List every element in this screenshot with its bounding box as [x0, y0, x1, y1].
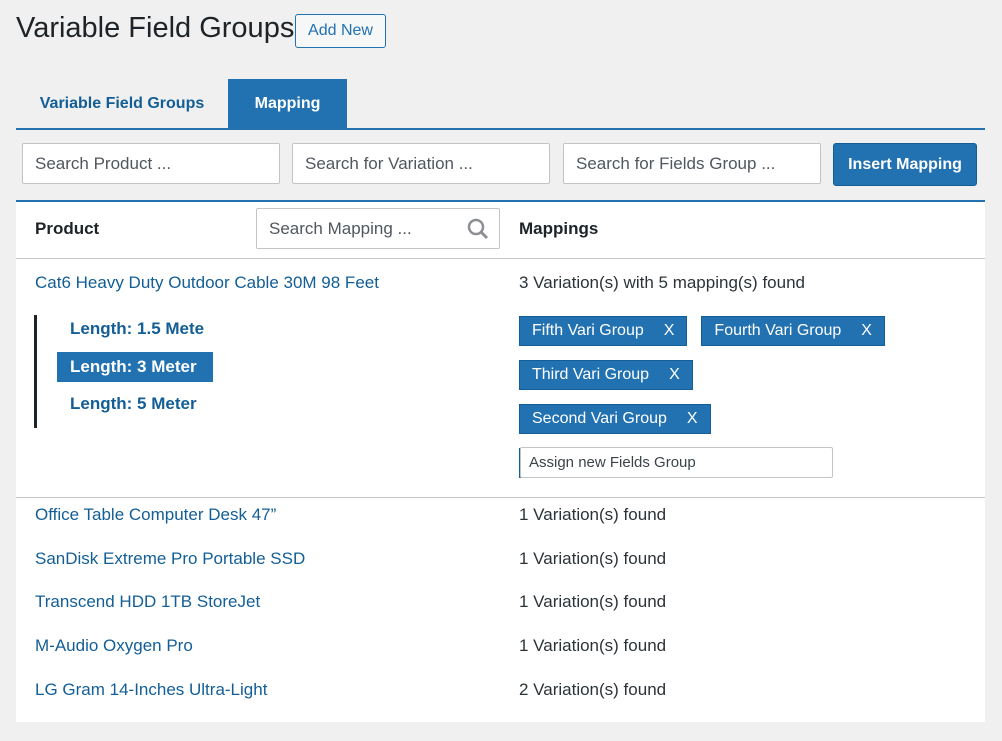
variation-bar	[34, 315, 37, 428]
product-link[interactable]: Transcend HDD 1TB StoreJet	[35, 592, 261, 612]
divider	[16, 258, 985, 259]
variation-selected[interactable]: Length: 3 Meter	[57, 352, 213, 382]
mapping-tag: Fourth Vari Group X	[701, 316, 885, 346]
variation[interactable]: Length: 1.5 Mete	[70, 319, 205, 338]
tab-active[interactable]: Mapping	[228, 79, 347, 128]
column-header: Product	[35, 219, 100, 238]
column-header: Mappings	[519, 219, 599, 238]
add-new-button[interactable]: Add New	[295, 14, 386, 48]
mapping-summary: 2 Variation(s) found	[519, 679, 667, 699]
search-mapping-placeholder: Search Mapping ...	[269, 218, 412, 238]
tag-remove[interactable]: X	[669, 366, 680, 383]
tag-label: Fourth Vari Group	[714, 322, 842, 339]
mapping-tag: Third Vari Group X	[519, 360, 693, 390]
search-product[interactable]: Search Product ...	[22, 143, 280, 184]
tag-remove[interactable]: X	[686, 410, 698, 427]
tag-remove[interactable]: X	[861, 322, 872, 339]
mapping-tag: Second Vari Group X	[519, 404, 711, 434]
search-icon[interactable]	[467, 218, 489, 240]
tag-label: Third Vari Group	[532, 366, 650, 383]
mapping-summary: 1 Variation(s) found	[519, 636, 667, 656]
product-link[interactable]: LG Gram 14-Inches Ultra-Light	[35, 679, 268, 699]
tag-label: Second Vari Group	[532, 410, 667, 427]
mapping-summary: 1 Variation(s) found	[519, 592, 667, 612]
tab[interactable]: Variable Field Groups	[39, 94, 205, 112]
variation[interactable]: Length: 5 Meter	[70, 394, 197, 413]
insert-mapping-button[interactable]: Insert Mapping	[833, 143, 977, 186]
search-mapping[interactable]: Search Mapping ...	[256, 208, 500, 249]
product-link[interactable]: Cat6 Heavy Duty Outdoor Cable 30M 98 Fee…	[35, 273, 379, 292]
search-variation[interactable]: Search for Variation ...	[292, 143, 550, 184]
mapping-summary: 3 Variation(s) with 5 mapping(s) found	[519, 273, 805, 292]
product-link[interactable]: SanDisk Extreme Pro Portable SSD	[35, 548, 306, 568]
mapping-tag: Fifth Vari Group X	[519, 316, 688, 346]
tab-line	[16, 128, 985, 130]
tag-label: Fifth Vari Group	[532, 322, 644, 339]
assign-input[interactable]: Assign new Fields Group	[520, 447, 833, 478]
product-link[interactable]: Office Table Computer Desk 47”	[35, 505, 277, 524]
page-title: Variable Field Groups	[16, 12, 295, 44]
mapping-summary: 1 Variation(s) found	[519, 505, 667, 524]
mapping-summary: 1 Variation(s) found	[519, 548, 667, 568]
search-fields-group[interactable]: Search for Fields Group ...	[563, 143, 821, 184]
tag-remove[interactable]: X	[663, 322, 675, 339]
divider	[16, 497, 985, 498]
product-link[interactable]: M-Audio Oxygen Pro	[35, 636, 193, 656]
